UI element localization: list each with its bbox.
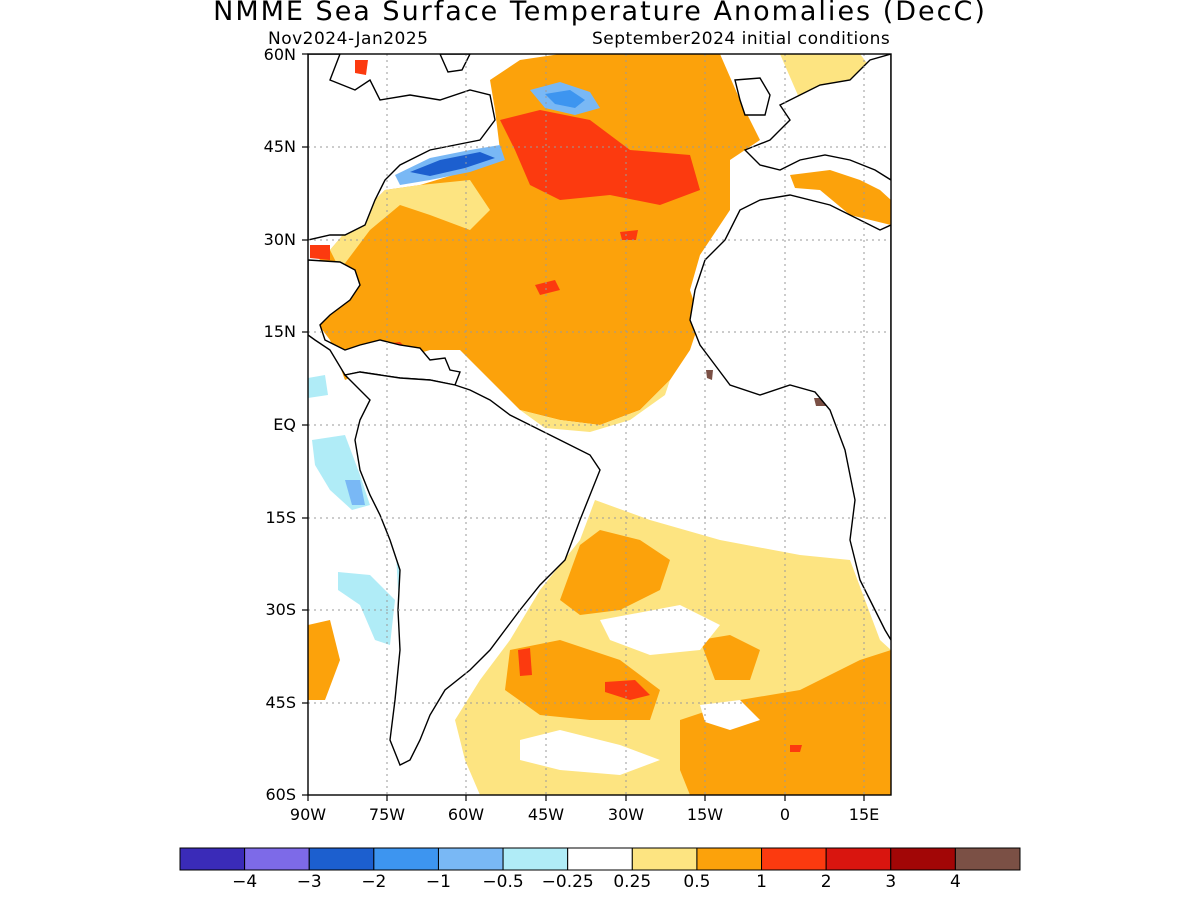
lon-label: 0 xyxy=(779,805,791,824)
lat-label: 45S xyxy=(265,693,296,712)
colorbar-swatch xyxy=(437,847,504,871)
colorbar-swatch xyxy=(179,847,246,871)
africa-landmass xyxy=(689,194,891,642)
colorbar-swatch xyxy=(761,847,827,871)
lat-label: 45N xyxy=(263,137,296,156)
warm-core-region xyxy=(500,110,700,205)
colorbar xyxy=(179,847,1021,871)
north-atlantic-warm-region xyxy=(308,54,760,425)
colorbar-label: −0.5 xyxy=(482,872,524,892)
colorbar-swatch xyxy=(631,847,698,871)
colorbar-label: 0.5 xyxy=(683,872,711,892)
colorbar-label: 3 xyxy=(885,872,897,892)
lat-label: 15S xyxy=(265,508,296,527)
lon-label: 60W xyxy=(447,805,485,824)
lon-label: 15E xyxy=(848,805,880,824)
lat-label: EQ xyxy=(273,415,296,434)
colorbar-swatch xyxy=(244,847,310,871)
lat-label: 30S xyxy=(265,600,296,619)
colorbar-label: −1 xyxy=(425,872,451,892)
lat-label: 15N xyxy=(263,322,296,341)
lon-label: 15W xyxy=(686,805,724,824)
colorbar-swatch xyxy=(890,847,956,871)
south-atlantic-warm-region xyxy=(560,530,670,615)
lon-label: 90W xyxy=(289,805,327,824)
colorbar-label: 2 xyxy=(820,872,832,892)
colorbar-label: −2 xyxy=(361,872,387,892)
coastlines xyxy=(308,54,891,766)
north-atlantic-light-band xyxy=(330,180,490,270)
colorbar-swatch xyxy=(373,847,439,871)
south-america-landmass xyxy=(343,371,601,766)
north-america-landmass xyxy=(308,54,496,241)
colorbar-swatch xyxy=(696,847,763,871)
gridlines xyxy=(308,54,891,795)
axis-ticks xyxy=(302,53,865,801)
forecast-period: Nov2024-Jan2025 xyxy=(268,29,429,49)
greenland-tip xyxy=(439,54,471,73)
lon-label: 30W xyxy=(607,805,645,824)
colorbar-label: −4 xyxy=(232,872,258,892)
lat-label: 60S xyxy=(265,785,296,804)
colorbar-swatch xyxy=(825,847,892,871)
colorbar-label: 1 xyxy=(756,872,767,892)
lat-label: 60N xyxy=(263,45,296,64)
lon-label: 45W xyxy=(527,805,565,824)
colorbar-label: −0.25 xyxy=(541,872,594,892)
europe-landmass xyxy=(743,54,891,181)
colorbar-label: 4 xyxy=(949,872,961,892)
colorbar-label: 0.25 xyxy=(613,872,652,892)
colorbar-swatch xyxy=(502,847,569,871)
colorbar-swatch xyxy=(567,847,633,871)
lon-label: 75W xyxy=(368,805,406,824)
colorbar-swatch xyxy=(308,847,375,871)
colorbar-swatch xyxy=(954,847,1021,871)
initial-conditions: September2024 initial conditions xyxy=(592,29,891,49)
map-title: NMME Sea Surface Temperature Anomalies (… xyxy=(213,0,987,27)
colorbar-label: −3 xyxy=(296,872,322,892)
lat-label: 30N xyxy=(263,230,296,249)
british-isles xyxy=(734,77,771,116)
